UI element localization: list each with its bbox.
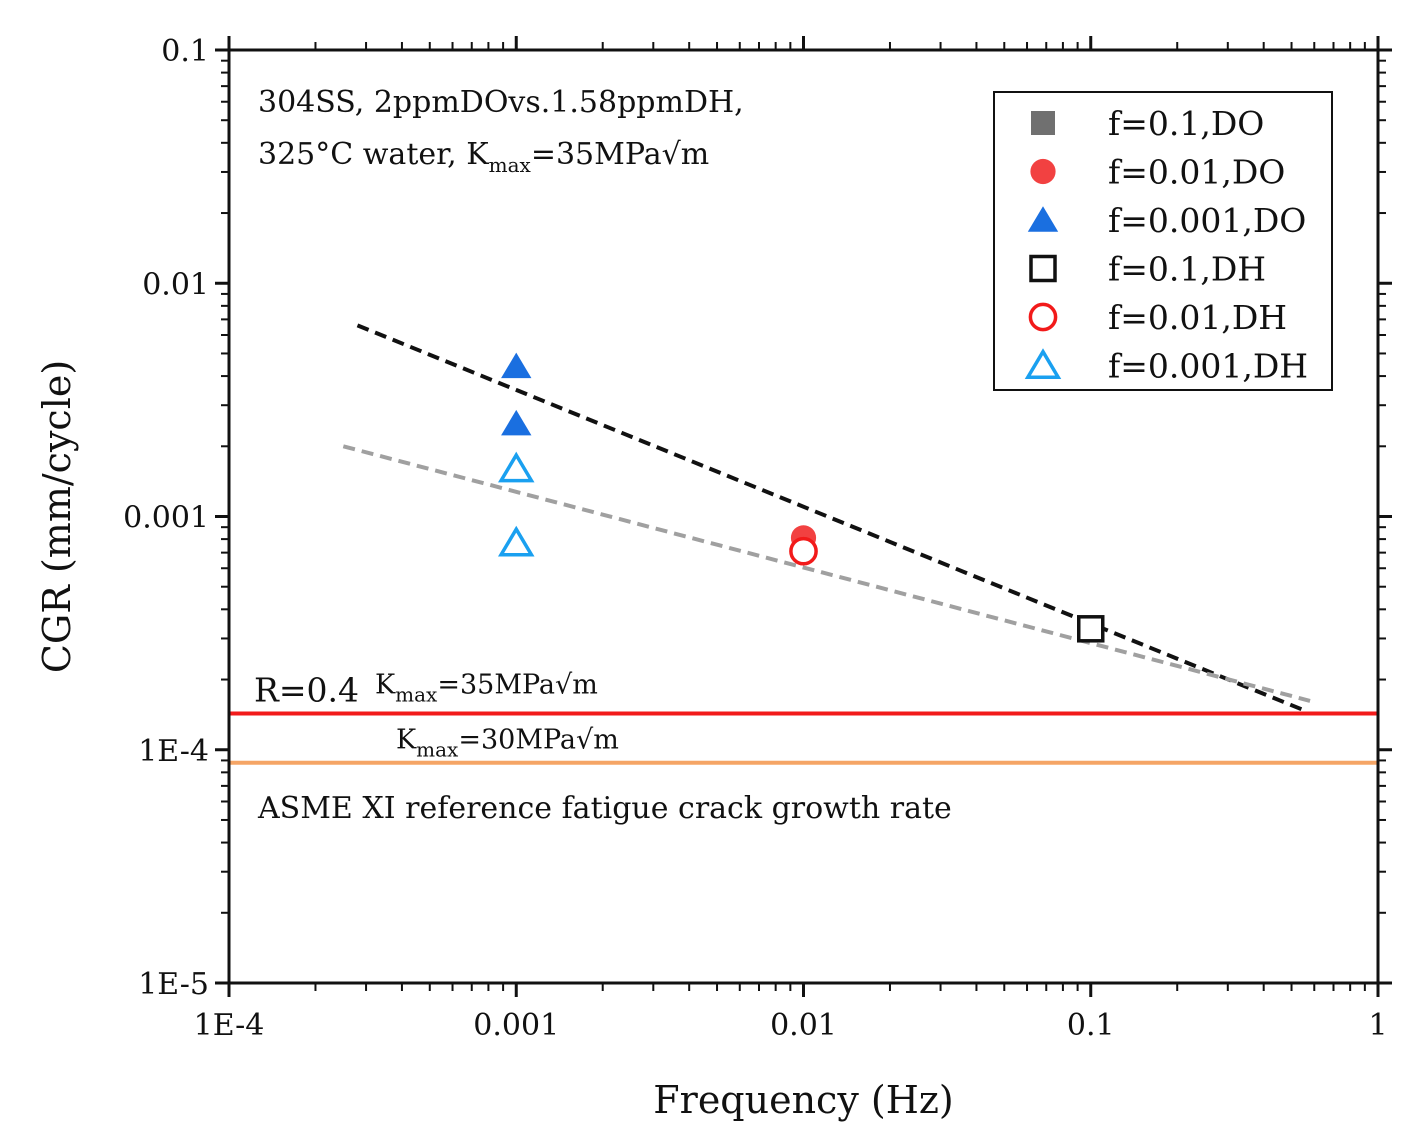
kmax-35-prefix: K <box>375 670 396 701</box>
kmax-30-label: Kmax=30MPa√m <box>396 725 619 762</box>
reference-caption: ASME XI reference fatigue crack growth r… <box>257 791 952 826</box>
x-tick-label: 0.1 <box>1067 1008 1115 1043</box>
y-tick-label: 0.001 <box>123 501 209 536</box>
r-ratio-label: R=0.4 <box>254 671 359 710</box>
kmax-35-label: Kmax=35MPa√m <box>375 670 598 707</box>
legend-label: f=0.1,DH <box>1108 250 1266 289</box>
x-tick-label: 1E-4 <box>194 1008 265 1043</box>
legend-label: f=0.01,DH <box>1108 298 1287 337</box>
legend-marker <box>1029 254 1057 283</box>
annotation-line-1: 304SS, 2ppmDOvs.1.58ppmDH, <box>258 85 744 120</box>
annotation-line-2-suffix: =35MPa√m <box>531 137 709 172</box>
legend-label: f=0.001,DO <box>1108 201 1306 240</box>
legend-box <box>993 91 1333 391</box>
kmax-30-sub: max <box>416 738 459 762</box>
legend-marker <box>1028 302 1058 332</box>
legend-marker <box>1031 111 1055 135</box>
y-tick-label: 1E-5 <box>138 967 209 1002</box>
data-points <box>497 352 1105 643</box>
x-tick-label: 0.01 <box>770 1008 837 1043</box>
y-tick-label: 0.1 <box>161 34 209 69</box>
y-tick-label: 1E-4 <box>138 734 209 769</box>
fit-line <box>342 444 1311 703</box>
x-axis-title: Frequency (Hz) <box>653 1078 953 1122</box>
data-point <box>789 536 818 566</box>
legend-label: f=0.001,DH <box>1108 347 1308 386</box>
x-tick-label: 1 <box>1368 1008 1387 1043</box>
data-point <box>1077 615 1105 643</box>
kmax-30-suffix: =30MPa√m <box>458 725 618 756</box>
annotation-line-2: 325°C water, Kmax=35MPa√m <box>258 137 709 177</box>
annotation-line-2-sub: max <box>489 153 532 177</box>
y-tick-label: 0.01 <box>142 267 209 302</box>
legend-marker <box>1024 348 1062 379</box>
data-point <box>497 451 535 483</box>
data-point <box>497 525 535 557</box>
data-point <box>501 352 532 379</box>
legend-label: f=0.01,DO <box>1108 153 1285 192</box>
legend-marker <box>1030 158 1056 185</box>
data-point <box>501 409 532 436</box>
legend-label: f=0.1,DO <box>1108 104 1264 143</box>
x-tick-label: 0.001 <box>473 1008 559 1043</box>
kmax-30-prefix: K <box>396 725 417 756</box>
fit-lines <box>342 323 1311 712</box>
axis-ticks: 1E-4 0.001 0.01 0.1 1 1E-5 1E-4 0.001 0.01 0.1 <box>123 34 1392 1043</box>
reference-lines <box>229 711 1378 765</box>
y-axis-title: CGR (mm/cycle) <box>35 360 79 673</box>
legend-marker <box>1027 206 1059 232</box>
legend: f=0.1,DO f=0.01,DO f=0.001,DO f=0.1,DH f=0.0… <box>993 91 1333 391</box>
annotation-line-2-prefix: 325°C water, K <box>258 137 489 172</box>
kmax-35-sub: max <box>395 683 438 707</box>
kmax-35-suffix: =35MPa√m <box>437 670 597 701</box>
